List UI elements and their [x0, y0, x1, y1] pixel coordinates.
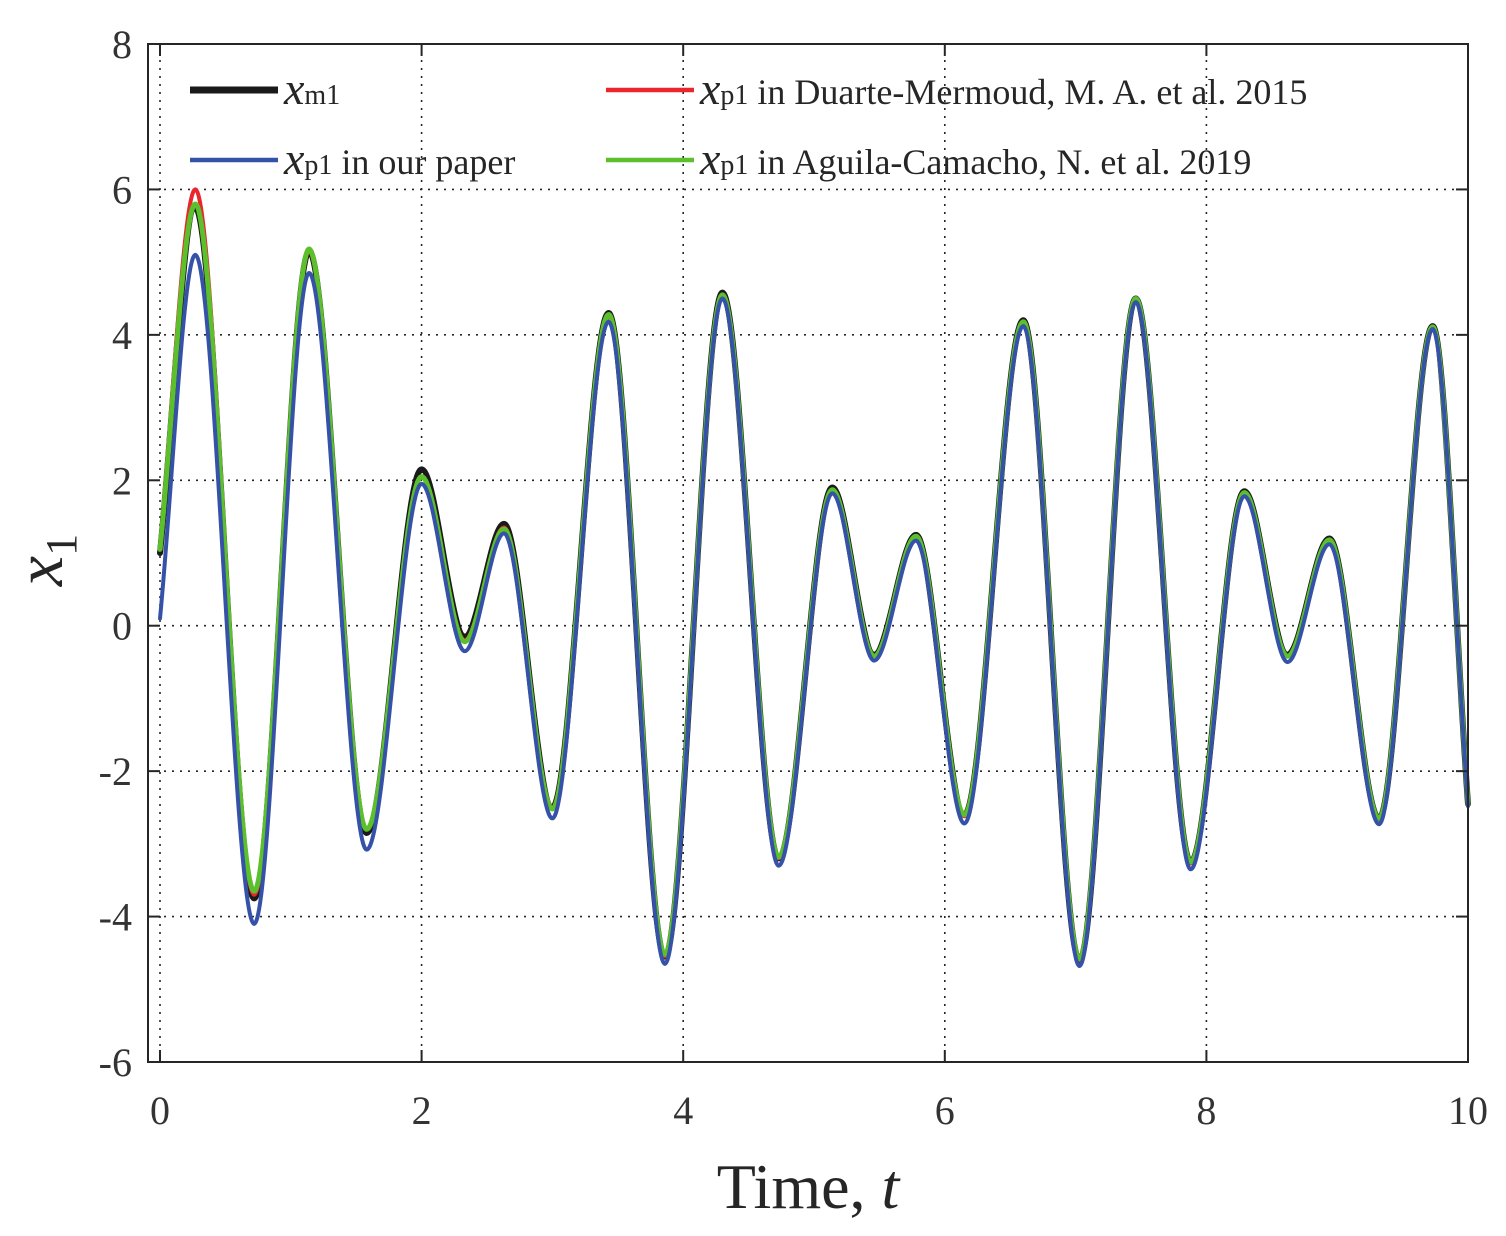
axis-ticks: 0 2 4 6 8 10 -6 -4 -2 0 2 4 6 8 — [99, 22, 1488, 1133]
plot-area — [148, 44, 1468, 1062]
plot-frame — [147, 43, 1469, 1063]
legend: xm1 xp1 in Duarte-Mermoud, M. A. et al. 2… — [190, 63, 1307, 184]
y-tick-label: -2 — [99, 749, 132, 794]
x-tick-label: 2 — [412, 1088, 432, 1133]
series-layer — [157, 187, 1471, 969]
y-tick-label: 8 — [112, 22, 132, 67]
legend-entry-3: xp1 in our paper — [283, 133, 515, 184]
y-tick-label: -4 — [99, 895, 132, 940]
x-tick-label: 6 — [935, 1088, 955, 1133]
x-tick-label: 4 — [673, 1088, 693, 1133]
x-axis-title-variable: t — [882, 1151, 902, 1222]
legend-entry-2: xp1 in Aguila-Camacho, N. et al. 2019 — [699, 133, 1251, 184]
y-tick-label: 0 — [112, 604, 132, 649]
legend-subscript: p1 — [720, 150, 748, 181]
y-tick-label: 2 — [112, 458, 132, 503]
legend-variable: x — [283, 133, 305, 184]
legend-subscript: p1 — [720, 80, 748, 111]
legend-subscript: m1 — [304, 80, 340, 111]
x-tick-label: 0 — [150, 1088, 170, 1133]
y-axis-title-variable: x — [1, 556, 77, 587]
x-tick-label: 8 — [1196, 1088, 1216, 1133]
legend-label: in Duarte-Mermoud, M. A. et al. 2015 — [748, 72, 1307, 112]
legend-subscript: p1 — [304, 150, 332, 181]
x-axis-title: Time, t — [717, 1151, 902, 1222]
legend-variable: x — [699, 133, 721, 184]
y-tick-label: 6 — [112, 167, 132, 212]
series-line-3 — [158, 252, 1470, 969]
y-axis-title-subscript: 1 — [37, 534, 86, 556]
x-tick-label: 10 — [1448, 1088, 1488, 1133]
legend-variable: x — [283, 63, 305, 114]
legend-entry-1: xp1 in Duarte-Mermoud, M. A. et al. 2015 — [699, 63, 1307, 114]
legend-entry-0: xm1 — [283, 63, 340, 114]
legend-variable: x — [699, 63, 721, 114]
legend-label: in Aguila-Camacho, N. et al. 2019 — [748, 142, 1251, 182]
y-tick-label: 4 — [112, 313, 132, 358]
y-axis-title: x1 — [1, 534, 86, 587]
legend-label: in our paper — [332, 142, 515, 182]
x-axis-title-prefix: Time, — [717, 1151, 882, 1222]
y-tick-label: -6 — [99, 1040, 132, 1085]
